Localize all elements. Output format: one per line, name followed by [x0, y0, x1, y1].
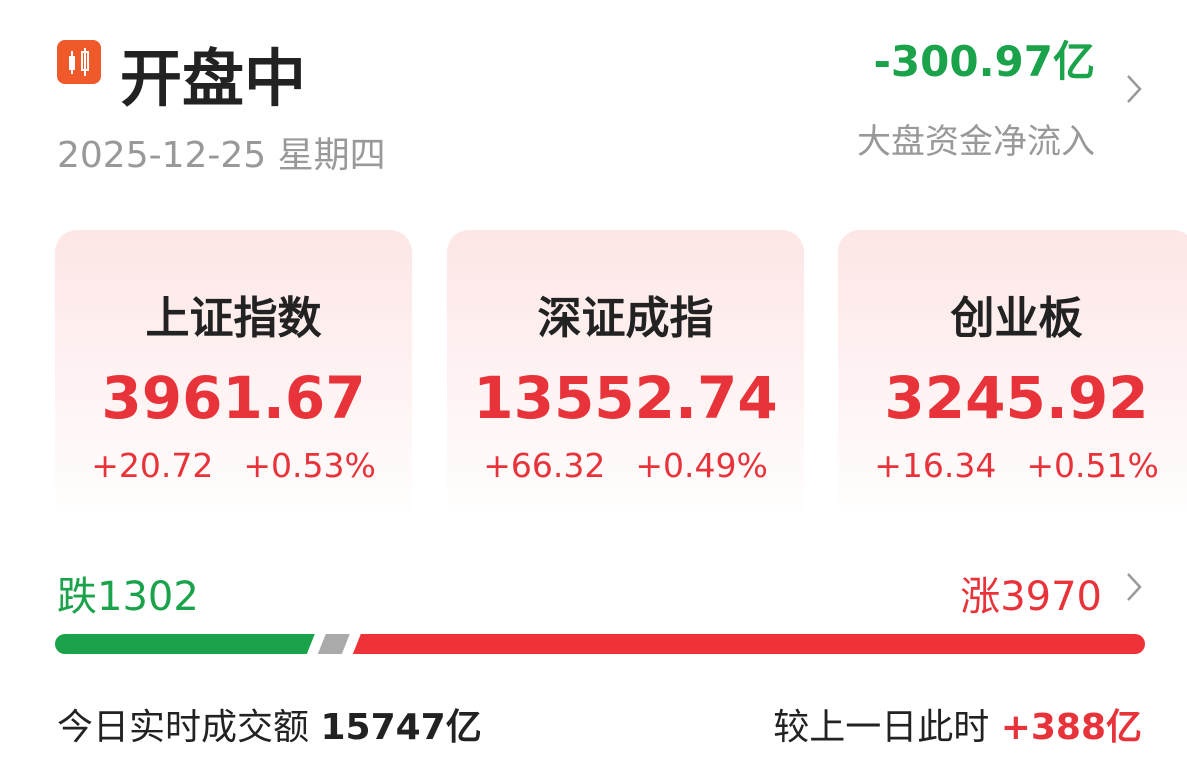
turnover-label: 今日实时成交额	[57, 707, 310, 748]
net-flow-label[interactable]: 大盘资金净流入	[857, 122, 1095, 162]
net-flow[interactable]: -300.97亿	[873, 37, 1095, 86]
chevron[interactable]	[1122, 72, 1146, 106]
rises[interactable]: 涨3970	[960, 564, 1102, 622]
falls-count: 1302	[97, 574, 199, 620]
index-card[interactable]: 创业板 3245.92 +16.34 +0.51%	[838, 230, 1187, 530]
change: +66.32	[483, 446, 606, 485]
logo-icon	[57, 40, 101, 84]
turnover-compare: 较上一日此时 +388亿	[773, 698, 1142, 750]
turnover: 今日实时成交额 15747亿	[57, 698, 482, 750]
index-name: 创业板	[950, 293, 1083, 344]
index-card[interactable]: 深证成指 13552.74 +66.32 +0.49%	[447, 230, 804, 530]
index-change: +16.34 +0.51%	[838, 446, 1187, 485]
index-value: 13552.74	[473, 364, 778, 432]
rises-count: 3970	[1000, 574, 1102, 620]
change: +20.72	[91, 446, 214, 485]
index-card[interactable]: 上证指数 3961.67 +20.72 +0.53%	[55, 230, 412, 530]
breadth-bar	[55, 634, 1146, 654]
change: +16.34	[874, 446, 997, 485]
index-change: +66.32 +0.49%	[447, 446, 804, 485]
title: 开盘中	[120, 42, 307, 115]
flat-bar	[317, 634, 350, 654]
rises-label: 涨	[960, 574, 1001, 620]
falls: 跌1302	[57, 564, 199, 622]
index-name: 上证指数	[145, 293, 322, 344]
date: 2025-12-25 星期四	[57, 135, 386, 176]
falls-label: 跌	[57, 574, 97, 620]
change-pct: +0.49%	[635, 446, 768, 485]
compare-label: 较上一日此时	[773, 707, 990, 748]
compare-value: +388亿	[1000, 707, 1142, 748]
turnover-amount: 15747亿	[320, 707, 482, 748]
index-change: +20.72 +0.53%	[55, 446, 412, 485]
change-pct: +0.51%	[1026, 446, 1159, 485]
chevron[interactable]	[1122, 570, 1146, 604]
index-value: 3961.67	[101, 364, 366, 432]
index-value: 3245.92	[884, 364, 1149, 432]
change-pct: +0.53%	[243, 446, 376, 485]
falls-bar	[55, 634, 315, 654]
index-name: 深证成指	[537, 293, 714, 344]
rises-bar	[352, 634, 1146, 654]
